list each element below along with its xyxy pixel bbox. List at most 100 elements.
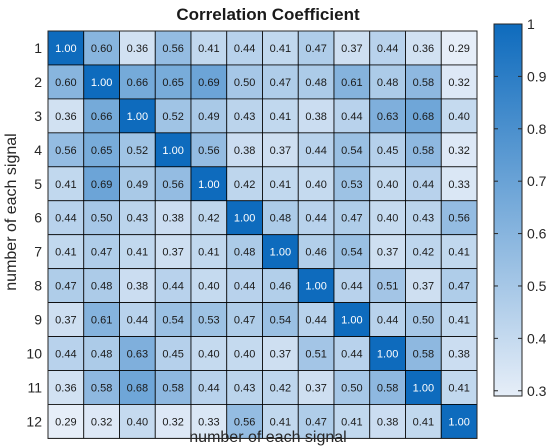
cell-value-label-r5-c2: 0.69 xyxy=(91,179,112,191)
cell-value-label-r12-c4: 0.32 xyxy=(162,416,183,428)
heatmap-cell-r9-c12 xyxy=(440,302,478,337)
heatmap-cell-r7-c12 xyxy=(440,234,478,270)
y-tick-label-4: 4 xyxy=(34,142,42,158)
cell-value-label-r2-c3: 0.66 xyxy=(127,77,148,89)
cell-value-label-r2-c7: 0.47 xyxy=(270,77,291,89)
cell-value-label-r12-c8: 0.47 xyxy=(305,416,326,428)
heatmap-cell-r1-c12 xyxy=(440,30,478,66)
x-tick-label-1: 1 xyxy=(62,446,70,448)
cell-value-label-r7-c2: 0.47 xyxy=(91,247,112,259)
cell-value-label-r4-c7: 0.37 xyxy=(270,145,291,157)
heatmap-cell-r9-c6 xyxy=(226,302,263,337)
cell-value-label-r10-c4: 0.45 xyxy=(162,349,183,361)
heatmap-cell-r7-c4 xyxy=(154,234,192,270)
heatmap-cell-r4-c12 xyxy=(440,132,478,168)
cell-value-label-r7-c1: 0.41 xyxy=(55,247,76,259)
cell-value-label-r1-c6: 0.44 xyxy=(234,43,255,55)
cell-value-label-r6-c11: 0.43 xyxy=(413,213,434,225)
cell-value-label-r10-c5: 0.40 xyxy=(198,349,219,361)
cell-value-label-r3-c1: 0.36 xyxy=(55,111,76,123)
cell-value-label-r11-c12: 0.41 xyxy=(448,382,469,394)
heatmap-cell-r10-c7 xyxy=(262,336,299,371)
heatmap-cell-r3-c4 xyxy=(154,98,192,134)
heatmap-cell-r7-c3 xyxy=(119,234,156,270)
x-tick-label-10: 10 xyxy=(380,446,396,448)
heatmap-cell-r1-c10 xyxy=(369,30,406,66)
cell-value-label-r1-c1: 1.00 xyxy=(55,43,76,55)
heatmap-cell-r11-c2 xyxy=(83,370,120,405)
cell-value-label-r7-c9: 0.54 xyxy=(341,247,362,259)
y-tick-label-3: 3 xyxy=(34,108,42,124)
cell-value-label-r11-c7: 0.42 xyxy=(270,382,291,394)
cell-value-label-r2-c5: 0.69 xyxy=(198,77,219,89)
heatmap-cell-r12-c10 xyxy=(369,404,406,439)
heatmap-cell-r7-c1 xyxy=(47,234,85,270)
cell-value-label-r3-c5: 0.49 xyxy=(198,111,219,123)
heatmap-cell-r6-c12 xyxy=(440,200,478,236)
heatmap-cell-r11-c7 xyxy=(262,370,299,405)
heatmap-cell-labels: 1.00 0.60 0.36 0.56 0.41 0.44 0.41 0.47 0.37 0.44… xyxy=(55,43,470,428)
cell-value-label-r2-c2: 1.00 xyxy=(91,77,112,89)
cell-value-label-r3-c4: 0.52 xyxy=(162,111,183,123)
cell-value-label-r8-c9: 0.44 xyxy=(341,281,362,293)
heatmap-cell-r2-c8 xyxy=(297,64,335,100)
cell-value-label-r7-c5: 0.41 xyxy=(198,247,219,259)
heatmap-cell-r6-c6 xyxy=(226,200,263,236)
heatmap-cell-r2-c6 xyxy=(226,64,263,100)
cell-value-label-r8-c5: 0.40 xyxy=(198,281,219,293)
cell-value-label-r8-c8: 1.00 xyxy=(305,281,326,293)
heatmap-cell-r7-c2 xyxy=(83,234,120,270)
heatmap-cell-r4-c7 xyxy=(262,132,299,168)
heatmap-cell-r1-c6 xyxy=(226,30,263,66)
cell-value-label-r4-c2: 0.65 xyxy=(91,145,112,157)
cell-value-label-r5-c3: 0.49 xyxy=(127,179,148,191)
cell-value-label-r7-c10: 0.37 xyxy=(377,247,398,259)
heatmap-cell-r10-c10 xyxy=(369,336,406,371)
cell-value-label-r11-c1: 0.36 xyxy=(55,382,76,394)
cell-value-label-r9-c11: 0.50 xyxy=(413,315,434,327)
heatmap-cell-r2-c11 xyxy=(405,64,442,100)
heatmap-cell-r7-c11 xyxy=(405,234,442,270)
cell-value-label-r1-c3: 0.36 xyxy=(127,43,148,55)
heatmap-cell-r2-c7 xyxy=(262,64,299,100)
cell-value-label-r6-c1: 0.44 xyxy=(55,213,76,225)
cell-value-label-r1-c9: 0.37 xyxy=(341,43,362,55)
cell-value-label-r7-c4: 0.37 xyxy=(162,247,183,259)
colorbar-tick-label-0.3: 0.3 xyxy=(527,383,547,399)
y-tick-label-10: 10 xyxy=(26,346,42,362)
colorbar-gradient xyxy=(493,23,523,397)
y-axis-label: number of each signal xyxy=(3,133,20,290)
x-tick-label-6: 6 xyxy=(241,446,249,448)
heatmap-cell-r10-c12 xyxy=(440,336,478,371)
heatmap-cell-r12-c6 xyxy=(226,404,263,439)
heatmap-cell-r11-c1 xyxy=(47,370,85,405)
heatmap-cell-r6-c1 xyxy=(47,200,85,236)
cell-value-label-r10-c9: 0.44 xyxy=(341,349,362,361)
heatmap-cell-r5-c11 xyxy=(405,166,442,202)
heatmap-cell-r10-c4 xyxy=(154,336,192,371)
heatmap-cell-r2-c2 xyxy=(83,64,120,100)
cell-value-label-r1-c12: 0.29 xyxy=(448,43,469,55)
cell-value-label-r1-c2: 0.60 xyxy=(91,43,112,55)
cell-value-label-r3-c10: 0.63 xyxy=(377,111,398,123)
colorbar: 0.3 0.4 0.5 0.6 0.7 0.8 0.9 1 xyxy=(493,16,547,399)
heatmap-cell-r6-c8 xyxy=(297,200,335,236)
cell-value-label-r7-c7: 1.00 xyxy=(270,247,291,259)
cell-value-label-r5-c7: 0.41 xyxy=(270,179,291,191)
cell-value-label-r4-c12: 0.32 xyxy=(448,145,469,157)
heatmap-cell-r11-c9 xyxy=(333,370,371,405)
cell-value-label-r8-c11: 0.37 xyxy=(413,281,434,293)
cell-value-label-r12-c7: 0.41 xyxy=(270,416,291,428)
x-tick-label-3: 3 xyxy=(133,446,141,448)
heatmap-cell-r12-c2 xyxy=(83,404,120,439)
y-tick-label-9: 9 xyxy=(34,312,42,328)
cell-value-label-r5-c10: 0.40 xyxy=(377,179,398,191)
heatmap-cell-r5-c1 xyxy=(47,166,85,202)
cell-value-label-r5-c4: 0.56 xyxy=(162,179,183,191)
y-tick-label-8: 8 xyxy=(34,278,42,294)
heatmap-cell-r4-c3 xyxy=(119,132,156,168)
heatmap-cell-r6-c9 xyxy=(333,200,371,236)
heatmap-cell-r6-c10 xyxy=(369,200,406,236)
cell-value-label-r10-c7: 0.37 xyxy=(270,349,291,361)
